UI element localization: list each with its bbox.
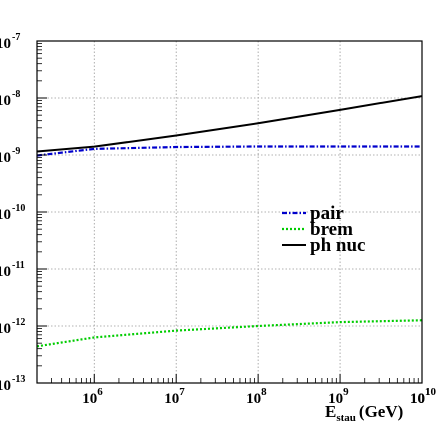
x-tick-base: 10: [328, 391, 343, 407]
legend-label-brem: brem: [310, 219, 353, 240]
x-tick-label: 106: [82, 386, 103, 407]
x-tick-base: 10: [410, 391, 425, 407]
y-tick-label: 10-9: [0, 146, 20, 166]
x-tick-base: 10: [164, 391, 179, 407]
x-tick-exponent: 6: [97, 386, 103, 398]
y-tick-exponent: -8: [12, 89, 20, 100]
y-tick-exponent: -7: [12, 32, 20, 43]
x-tick-base: 10: [410, 391, 425, 407]
y-tick-exponent: -9: [12, 146, 20, 157]
y-tick-base: 10: [0, 150, 11, 166]
x-tick-base: 10: [82, 391, 97, 407]
y-tick-base: 10: [0, 207, 11, 223]
x-axis-title: Estau (GeV): [325, 402, 403, 424]
y-tick-exponent: -13: [12, 374, 25, 385]
series-lines: [37, 95, 422, 348]
y-tick-base: 10: [0, 36, 11, 52]
series-line-brem: [37, 319, 422, 348]
x-tick-exponent: 7: [179, 386, 185, 398]
y-tick-exponent: -12: [12, 317, 25, 328]
x-tick-label: 107: [164, 386, 185, 407]
series-line-pair: [37, 145, 422, 157]
y-tick-label: 10-8: [0, 89, 20, 109]
tick-labels: 106107108109101010110-710-810-910-1010-1…: [0, 32, 436, 407]
x-tick-exponent: 1: [425, 386, 431, 398]
axis-ticks: [37, 40, 419, 384]
legend-label-ph-nuc: ph nuc: [310, 235, 365, 256]
x-tick-exponent: 9: [343, 386, 349, 398]
y-tick-base: 10: [0, 93, 11, 109]
y-tick-label: 10-11: [0, 260, 25, 280]
x-tick-base: 10: [246, 391, 261, 407]
x-tick-label: 109: [328, 386, 349, 407]
y-tick-base: 10: [0, 264, 11, 280]
series-line-ph-nuc: [37, 95, 422, 153]
y-tick-label: 10-12: [0, 317, 25, 337]
x-tick-exponent: 8: [261, 386, 267, 398]
x-tick-label: 108: [246, 386, 267, 407]
x-tick-label: 101: [410, 386, 431, 407]
y-tick-base: 10: [0, 378, 11, 394]
grid-lines: [37, 41, 422, 383]
y-tick-exponent: -11: [12, 260, 25, 271]
y-tick-label: 10-10: [0, 203, 25, 223]
legend-label-pair: pair: [310, 203, 344, 224]
y-tick-label: 10-13: [0, 374, 25, 394]
y-tick-label: 10-7: [0, 32, 20, 52]
y-tick-base: 10: [0, 321, 11, 337]
y-tick-exponent: -10: [12, 203, 25, 214]
x-tick-label: 1010: [410, 386, 436, 407]
x-tick-exponent: 10: [425, 386, 436, 398]
